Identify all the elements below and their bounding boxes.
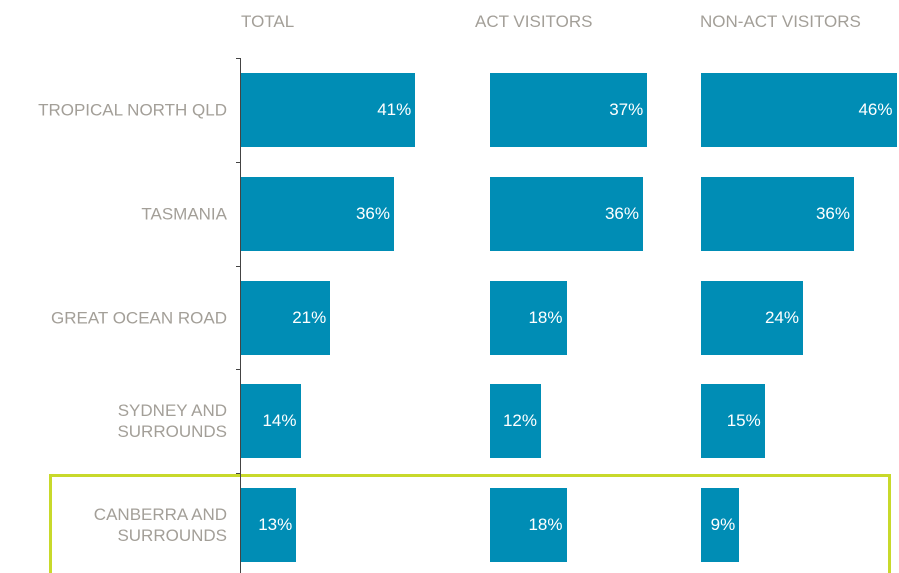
category-tick [236,161,241,163]
bar [490,488,567,563]
bar [241,176,394,251]
value-label: 15% [726,411,761,431]
bar [490,280,567,355]
category-label: TASMANIA [141,204,227,224]
category-tick [236,265,241,267]
value-label: 41% [377,99,412,119]
category-tick [236,58,241,59]
panel-title: NON-ACT VISITORS [700,12,861,31]
panel-title: ACT VISITORS [475,12,593,31]
bar [490,176,643,251]
bar [241,488,297,563]
value-label: 36% [355,203,390,223]
value-label: 9% [710,515,736,535]
bar [701,176,854,251]
category-label: SYDNEY AND SURROUNDS [117,401,227,442]
value-label: 18% [528,307,563,327]
category-label: TROPICAL NORTH QLD [38,100,227,120]
bar [701,488,740,563]
bar [241,72,416,147]
bar [241,384,301,459]
value-label: 18% [528,515,563,535]
category-tick [236,369,241,371]
category-label: CANBERRA AND SURROUNDS [93,505,227,546]
value-label: 37% [609,99,644,119]
value-label: 21% [292,307,327,327]
value-label: 24% [764,307,799,327]
value-label: 12% [502,411,537,431]
category-tick [236,473,241,475]
value-label: 36% [604,203,639,223]
value-label: 36% [815,203,850,223]
value-label: 46% [858,99,893,119]
bar [490,72,648,147]
panel-title: TOTAL [241,12,295,31]
bar [241,280,331,355]
value-label: 14% [262,411,297,431]
bar [701,280,803,355]
category-axis [240,58,241,573]
bar [490,384,541,459]
highlight-box [49,474,891,573]
value-label: 13% [258,515,293,535]
bar [701,384,765,459]
category-label: GREAT OCEAN ROAD [50,308,227,327]
bar [701,72,897,147]
